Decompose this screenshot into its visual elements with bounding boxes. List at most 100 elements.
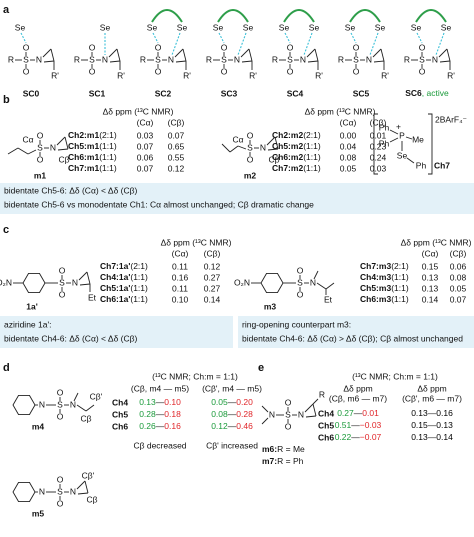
row-label: Ch5:m3(1:1) xyxy=(360,283,409,293)
text-part: Ch7:m3 xyxy=(360,261,391,271)
atom-label: R xyxy=(338,54,344,64)
table-value: 0.07 xyxy=(137,141,154,151)
table-value: 0.26—0.16 xyxy=(139,421,181,431)
column-header: (Cβ, m4 — m5) xyxy=(131,383,189,393)
row-label: Ch6:1a'(1:1) xyxy=(100,294,148,304)
atom-label: O xyxy=(89,42,96,52)
text-part: — xyxy=(351,420,360,430)
note: bidentate Ch4-6: Δδ (Cα) < Δδ (Cβ) xyxy=(4,333,138,343)
text-part: (2:1) xyxy=(99,130,117,140)
interaction xyxy=(218,32,225,44)
atom-label: O xyxy=(287,66,294,76)
text-part: m7: xyxy=(262,456,277,466)
atom-label: R xyxy=(206,54,212,64)
text-part: Ch6:m1 xyxy=(68,152,99,162)
atom-label: Se xyxy=(441,22,452,32)
row-label: Ch7:m2(1:1) xyxy=(272,163,321,173)
table-header: Δδ ppm (¹³C NMR) xyxy=(401,237,472,247)
molecule-name: m5 xyxy=(32,508,45,518)
row-label: Ch6:m2(1:1) xyxy=(272,152,321,162)
bond xyxy=(108,48,118,58)
interaction xyxy=(152,32,159,44)
table-value: 0.13—0.16 xyxy=(411,408,453,418)
atom-label: P xyxy=(399,130,405,140)
atom-label: O xyxy=(287,42,294,52)
text-part: R = Me xyxy=(277,444,305,454)
table-value: 0.05—0.20 xyxy=(211,397,253,407)
atom-label: O xyxy=(419,66,426,76)
text-part: 0.16 xyxy=(164,421,181,431)
atom-label: O xyxy=(155,42,162,52)
text-part: 0.27 xyxy=(337,408,354,418)
bond xyxy=(78,271,88,281)
charge: + xyxy=(396,121,401,131)
structure-name: SC3 xyxy=(221,88,238,98)
bond xyxy=(76,404,87,412)
text-part: m6: xyxy=(262,444,277,454)
text-part: — xyxy=(228,409,237,419)
interaction xyxy=(171,32,181,56)
column-header: (Cα) xyxy=(340,117,357,127)
text-part: Ch5:m2 xyxy=(272,141,303,151)
interaction xyxy=(284,32,291,44)
bond xyxy=(86,271,91,285)
text-part: −0.07 xyxy=(360,432,382,442)
note: bidentate Ch4-6: Δδ (Cα) > Δδ (Cβ); Cβ a… xyxy=(242,333,463,343)
text-part: — xyxy=(156,397,165,407)
table-value: 0.13—0.14 xyxy=(411,432,453,442)
bond xyxy=(241,60,253,63)
interaction xyxy=(20,32,27,44)
bond xyxy=(261,405,269,413)
interaction xyxy=(435,32,445,56)
bond xyxy=(221,143,231,153)
note-box xyxy=(0,316,233,348)
atom-label: Cα xyxy=(232,134,243,144)
table-value: 0.15—0.13 xyxy=(411,420,453,430)
table-value: 0.12 xyxy=(168,163,185,173)
text-part: Ch2:m2 xyxy=(272,130,303,140)
row-label: Ch4 xyxy=(318,408,334,418)
text-part: (1:1) xyxy=(303,163,321,173)
bond xyxy=(50,48,55,62)
column-header: (Cβ) xyxy=(450,248,467,258)
atom-label: Se xyxy=(279,22,290,32)
atom-label: Cβ xyxy=(86,494,97,504)
atom-label: R' xyxy=(315,70,323,80)
text-part: (1:1) xyxy=(130,272,148,282)
atom-label: R' xyxy=(381,70,389,80)
bond xyxy=(56,136,66,146)
table-value: 0.08 xyxy=(450,272,467,282)
interaction xyxy=(237,32,247,56)
atom-label: R' xyxy=(183,70,191,80)
atom-label: S xyxy=(57,486,63,496)
atom-label: N xyxy=(269,409,275,419)
text-part: 0.10 xyxy=(164,397,181,407)
table-value: 0.08—0.28 xyxy=(211,409,253,419)
bond xyxy=(406,157,415,164)
text-part: Ch7:m2 xyxy=(272,163,303,173)
table-value: 0.06 xyxy=(137,152,154,162)
row-label: Ch4:1a'(1:1) xyxy=(100,272,148,282)
bond xyxy=(116,48,121,62)
atom-label: Se xyxy=(345,22,356,32)
note: bidentate Ch5-6 vs monodentate Ch1: Cα a… xyxy=(4,199,314,209)
bond xyxy=(175,60,187,63)
row-label: Ch6 xyxy=(318,432,334,442)
row-label: Ch5:m2(1:1) xyxy=(272,141,321,151)
text-part: Ch4:m3 xyxy=(360,272,391,282)
table-value: 0.13 xyxy=(422,272,439,282)
row-label: Ch5 xyxy=(318,420,334,430)
bond xyxy=(73,392,79,402)
atom-label: O xyxy=(285,421,292,431)
bond xyxy=(43,60,55,63)
text-part: 0.28 xyxy=(139,409,156,419)
bond xyxy=(306,48,316,58)
row-label: Ch4:m3(1:1) xyxy=(360,272,409,282)
atom-label: R xyxy=(8,54,14,64)
row-label: Ch6:m3(1:1) xyxy=(360,294,409,304)
text-part: 0.46 xyxy=(236,421,253,431)
atom-label: S xyxy=(89,54,95,64)
table-value: 0.11 xyxy=(172,261,188,271)
note: ring-opening counterpart m3: xyxy=(242,319,351,329)
bond xyxy=(312,398,319,405)
